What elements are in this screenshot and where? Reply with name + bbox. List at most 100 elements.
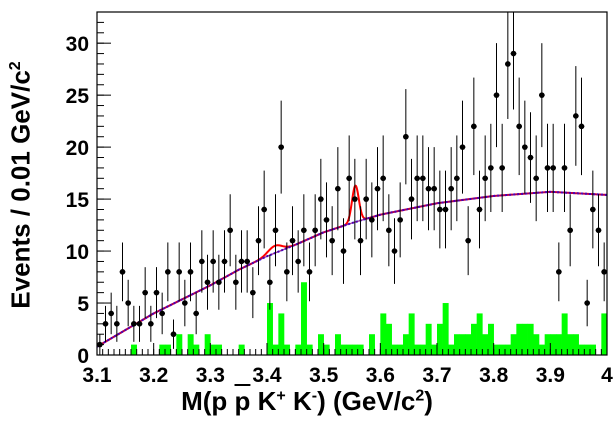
data-point (448, 185, 454, 192)
data-point (414, 175, 420, 182)
data-point (539, 92, 545, 98)
data-point (216, 279, 222, 286)
fit-curves (96, 184, 608, 348)
data-point (250, 289, 256, 296)
hist-bar (216, 344, 222, 355)
hist-bar (352, 344, 358, 355)
x-tick-label: 3.9 (536, 364, 565, 387)
data-point (454, 175, 460, 182)
hist-bar (544, 334, 551, 355)
hist-bar (584, 344, 591, 355)
hist-bar (442, 303, 449, 355)
hist-bar (482, 334, 489, 355)
data-point (573, 113, 579, 119)
hist-bar (340, 344, 347, 355)
y-tick-label: 25 (66, 85, 90, 108)
data-point (125, 300, 131, 306)
hist-bar (386, 323, 392, 355)
x-axis: 3.1 3.2 3.3 3.4 3.5 3.6 3.7 3.8 3.9 4 (82, 343, 613, 387)
data-point (397, 217, 403, 223)
data-point (233, 279, 239, 286)
data-point (499, 165, 505, 171)
hist-bar (437, 323, 443, 355)
data-point (284, 269, 290, 275)
hist-bar (380, 313, 387, 355)
data-point (584, 300, 590, 306)
hist-bar (391, 344, 398, 355)
data-point (578, 123, 585, 130)
hist-bar (318, 334, 324, 355)
data-point (380, 175, 386, 182)
hist-bar (539, 344, 545, 355)
data-point (505, 61, 511, 67)
data-point (335, 185, 341, 192)
data-point (369, 217, 375, 223)
hist-bar (578, 344, 585, 355)
data-point (318, 196, 324, 202)
data-point (204, 279, 211, 286)
hist-bar (465, 334, 472, 355)
data-point (114, 321, 120, 327)
data-point (238, 258, 245, 265)
hist-bar (561, 313, 568, 355)
data-point (193, 310, 199, 317)
data-point (340, 248, 347, 254)
hist-bar (567, 334, 574, 355)
data-point (312, 227, 318, 234)
hist-bar (510, 334, 517, 355)
hist-bar (516, 323, 523, 355)
hist-bar (471, 323, 477, 355)
hist-bar (187, 334, 194, 355)
data-point (420, 175, 426, 182)
hist-bar (550, 334, 557, 355)
x-tick-label: 3.8 (479, 364, 509, 387)
data-point (482, 175, 488, 182)
combined-fit-line (96, 191, 608, 348)
data-point (153, 289, 160, 296)
data-point (550, 165, 556, 171)
hist-bar (505, 344, 511, 355)
data-point (108, 310, 114, 317)
data-point (425, 185, 432, 192)
hist-bar (499, 344, 506, 355)
data-point (131, 321, 137, 327)
data-point (442, 206, 449, 213)
data-point (567, 227, 573, 234)
hist-bar (159, 344, 166, 355)
data-point (471, 123, 477, 130)
data-point (244, 258, 250, 265)
hist-bar (284, 344, 290, 355)
hist-bar (556, 334, 562, 355)
x-tick-label: 3.1 (82, 364, 112, 387)
y-tick-label: 0 (77, 345, 89, 368)
data-point (199, 258, 205, 265)
data-point (391, 248, 398, 254)
x-axis-label: M(p p K+ K-) (GeV/c2) (181, 386, 433, 416)
hist-bar (573, 334, 579, 355)
data-point (267, 279, 273, 286)
x-tick-label: 3.3 (196, 364, 225, 387)
hist-bar (204, 334, 211, 355)
hist-bar (369, 334, 375, 355)
y-axis: 0 5 10 15 20 25 30 (66, 11, 111, 368)
hist-bar (522, 323, 528, 355)
data-point (165, 269, 171, 275)
hist-bar (493, 344, 500, 355)
hist-bar (590, 344, 596, 355)
hist-bar (448, 344, 455, 355)
hist-bar (431, 344, 438, 355)
y-tick-label: 10 (66, 241, 89, 264)
hist-bar (357, 344, 364, 355)
data-point (544, 165, 551, 171)
data-point (533, 175, 539, 182)
hist-bar (454, 334, 460, 355)
data-point (329, 237, 335, 244)
hist-bar (301, 282, 307, 355)
data-point (289, 237, 296, 244)
x-tick-label: 3.6 (366, 364, 395, 387)
data-point (176, 269, 182, 275)
data-point (323, 217, 330, 223)
y-axis-label: Events / 0.01 GeV/c2 (5, 61, 36, 309)
data-point (595, 227, 602, 234)
